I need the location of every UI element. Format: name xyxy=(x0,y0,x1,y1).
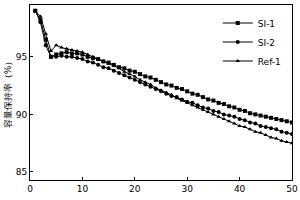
svg-text:85: 85 xyxy=(16,167,27,177)
svg-text:50: 50 xyxy=(286,184,298,194)
svg-text:90: 90 xyxy=(16,110,28,120)
svg-text:40: 40 xyxy=(234,184,246,194)
svg-text:95: 95 xyxy=(16,52,27,62)
svg-text:20: 20 xyxy=(129,184,141,194)
svg-text:30: 30 xyxy=(181,184,193,194)
svg-text:10: 10 xyxy=(77,184,89,194)
svg-text:SI-1: SI-1 xyxy=(258,19,275,29)
svg-text:SI-2: SI-2 xyxy=(258,38,275,48)
svg-text:0: 0 xyxy=(27,184,33,194)
svg-text:容量保持率（%）: 容量保持率（%） xyxy=(3,57,13,129)
svg-text:Ref-1: Ref-1 xyxy=(258,57,281,67)
